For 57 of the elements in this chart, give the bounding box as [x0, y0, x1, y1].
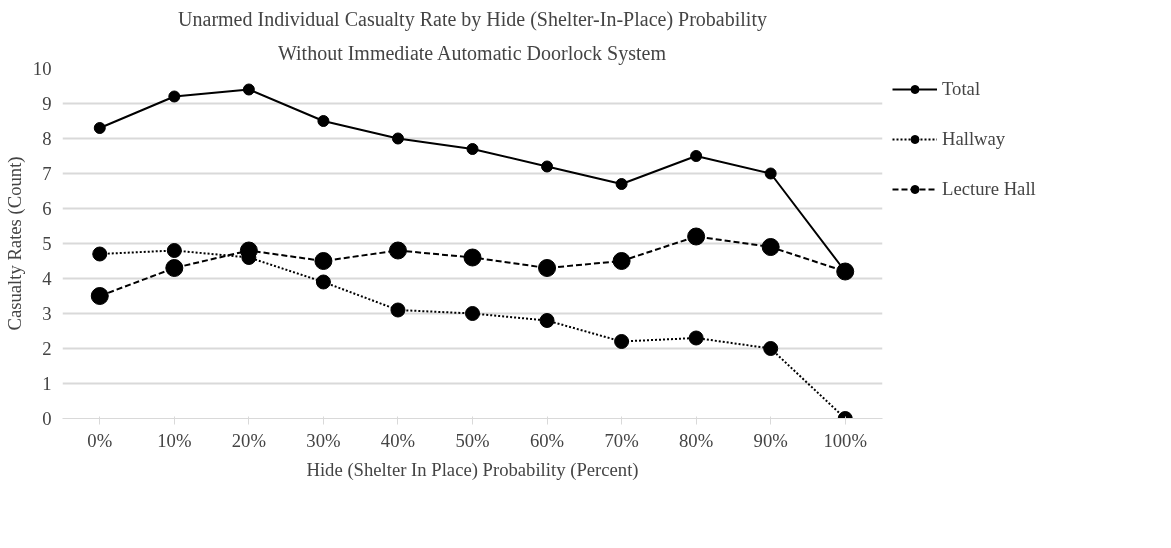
x-tick-label: 90%: [753, 429, 788, 451]
point: [688, 330, 704, 346]
x-tick-label: 70%: [604, 429, 639, 451]
x-tick-label: 30%: [306, 429, 341, 451]
y-tick-label: 8: [42, 128, 52, 149]
x-tick-label: 40%: [380, 429, 416, 451]
point: [317, 115, 330, 127]
point: [465, 306, 480, 321]
legend-label: Lecture Hall: [942, 178, 1036, 200]
x-tick-label: 50%: [455, 429, 490, 451]
point: [763, 341, 779, 356]
x-tick-label: 0%: [87, 429, 113, 451]
y-tick-label: 1: [42, 373, 52, 394]
point: [315, 274, 331, 290]
legend-label: Total: [942, 78, 981, 100]
point: [165, 259, 184, 277]
x-axis-title: Hide (Shelter In Place) Probability (Percent): [306, 458, 639, 481]
point: [391, 132, 404, 145]
x-tick-label: 20%: [231, 429, 266, 451]
point: [390, 302, 406, 318]
point: [93, 122, 106, 134]
y-tick-label: 4: [42, 268, 53, 289]
y-tick-label: 0: [42, 408, 52, 429]
point: [242, 83, 255, 96]
point: [90, 287, 109, 305]
point: [463, 248, 482, 267]
point: [314, 252, 333, 270]
y-tick-label: 2: [42, 338, 52, 359]
point: [687, 227, 706, 246]
y-tick-label: 9: [42, 93, 52, 114]
point: [538, 259, 557, 277]
chart-title: Unarmed Individual Casualty Rate by Hide (Shelter-In-Place) Probability: [178, 7, 767, 31]
point: [539, 313, 555, 328]
point: [466, 143, 479, 155]
chart-subtitle: Without Immediate Automatic Doorlock System: [277, 41, 667, 65]
y-tick-label: 10: [32, 58, 52, 79]
point: [541, 160, 554, 173]
y-tick-label: 7: [42, 163, 52, 184]
x-tick-label: 100%: [823, 429, 867, 451]
legend-label: Hallway: [942, 128, 1006, 150]
point: [764, 167, 777, 180]
point: [615, 178, 628, 190]
point: [388, 241, 407, 260]
point: [612, 252, 631, 270]
y-axis-title: Casualty Rates (Count): [3, 156, 26, 331]
y-tick-label: 6: [42, 198, 52, 219]
y-tick-label: 3: [42, 303, 52, 324]
point: [166, 243, 182, 258]
point: [92, 246, 108, 262]
point: [168, 90, 181, 103]
point: [614, 334, 630, 349]
point: [761, 238, 780, 256]
x-tick-label: 80%: [679, 429, 714, 451]
point: [690, 150, 703, 162]
x-tick-label: 60%: [529, 429, 565, 451]
x-tick-label: 10%: [157, 429, 192, 451]
y-tick-label: 5: [42, 233, 52, 254]
